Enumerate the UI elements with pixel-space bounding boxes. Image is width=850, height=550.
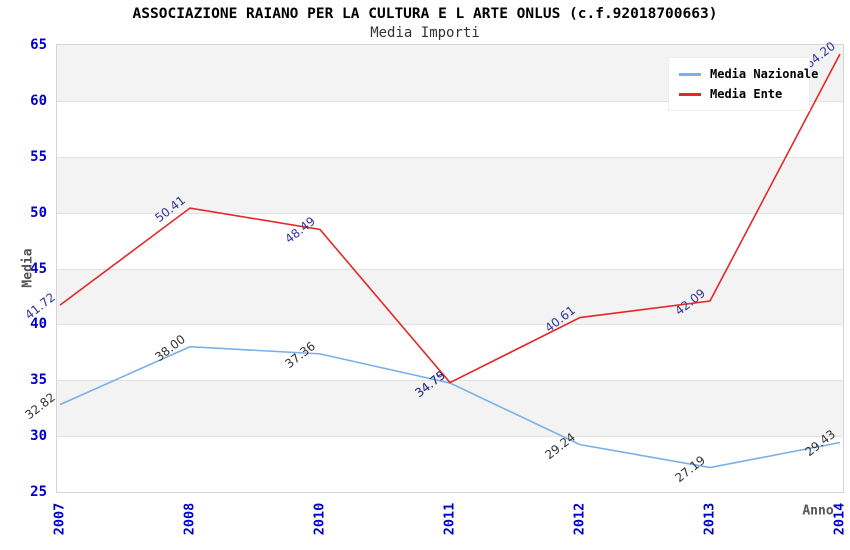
gridline [57,156,843,158]
media-ente-line-swatch-icon [679,92,701,96]
chart-title: ASSOCIAZIONE RAIANO PER LA CULTURA E L A… [132,6,718,22]
plot-band [57,212,843,269]
series-line-media-ente [59,53,841,384]
legend-label: Media Ente [710,87,783,101]
gridline [57,380,843,382]
plot-band [57,380,843,437]
y-tick-label: 65 [30,37,47,53]
gridline [57,268,843,270]
y-tick-label: 30 [30,428,47,445]
legend-label: Media Nazionale [710,67,819,81]
legend: Media Nazionale Media Ente [668,57,818,111]
y-tick-label: 60 [30,92,47,109]
plot-band [57,156,843,213]
media-nazionale-line-swatch-icon [679,72,701,76]
gridline [57,100,843,102]
plot-band [57,436,843,492]
y-tick-label: 55 [30,148,47,165]
gridline [57,436,843,438]
y-tick-label: 35 [30,372,47,389]
chart-subtitle: Media Importi [370,25,480,41]
y-tick-label: 45 [30,260,47,277]
legend-item-media-nazionale: Media Nazionale [679,64,818,84]
plot-band [57,324,843,381]
y-tick-label: 25 [30,484,47,500]
legend-item-media-ente: Media Ente [679,84,809,104]
y-tick-label: 50 [30,204,47,221]
gridline [57,212,843,214]
series-line-media-nazionale [59,345,841,469]
y-tick-label: 40 [30,316,47,333]
x-axis-title: Anno [802,503,834,519]
gridline [57,324,843,326]
